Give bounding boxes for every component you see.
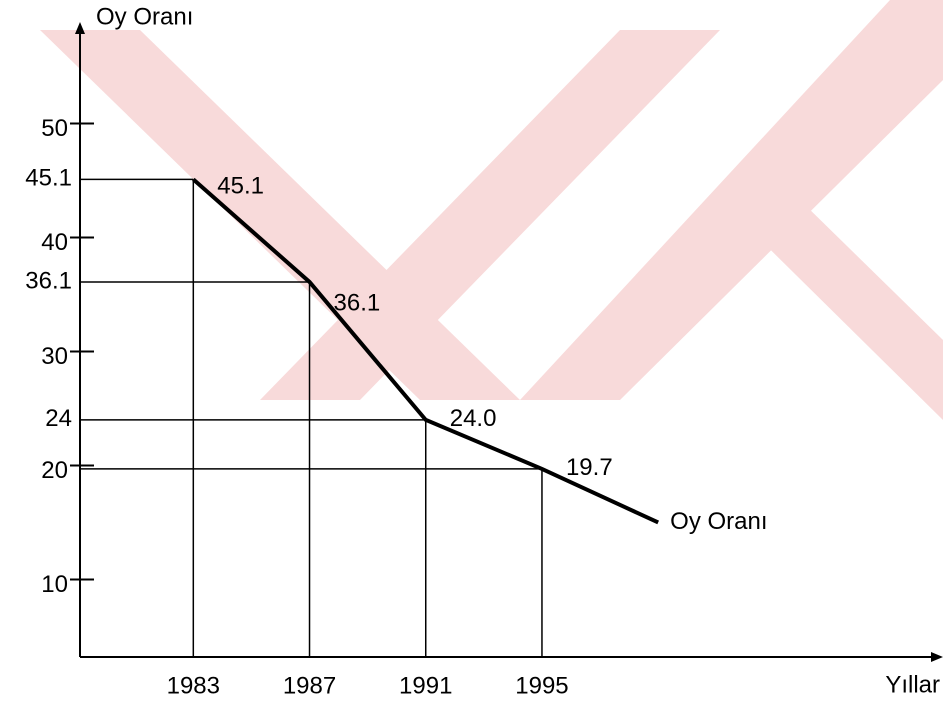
x-axis-arrow	[931, 652, 943, 662]
y-tick-label: 30	[41, 343, 68, 370]
series-label: Oy Oranı	[670, 508, 767, 535]
watermark-stroke	[260, 30, 720, 400]
guide-label: 36.1	[25, 267, 72, 294]
y-tick-label: 50	[41, 115, 68, 142]
data-label: 24.0	[450, 405, 497, 432]
y-axis-arrow	[75, 22, 85, 34]
x-axis-label: Yıllar	[885, 671, 940, 698]
watermark-stroke	[720, 200, 943, 420]
x-tick-label: 1983	[167, 672, 220, 699]
line-series	[191, 177, 660, 525]
x-tick-label: 1991	[399, 672, 452, 699]
x-tick-label: 1995	[515, 672, 568, 699]
y-tick-label: 40	[41, 229, 68, 256]
guide-label: 45.1	[25, 165, 72, 192]
y-axis-label: Oy Oranı	[96, 3, 193, 30]
data-label: 45.1	[217, 173, 264, 200]
y-tick-label: 20	[41, 457, 68, 484]
watermark	[40, 0, 943, 420]
y-tick-label: 10	[41, 571, 68, 598]
x-tick-label: 1987	[283, 672, 336, 699]
data-label: 19.7	[566, 454, 613, 481]
guide-label: 24	[45, 405, 72, 432]
data-label: 36.1	[334, 289, 381, 316]
